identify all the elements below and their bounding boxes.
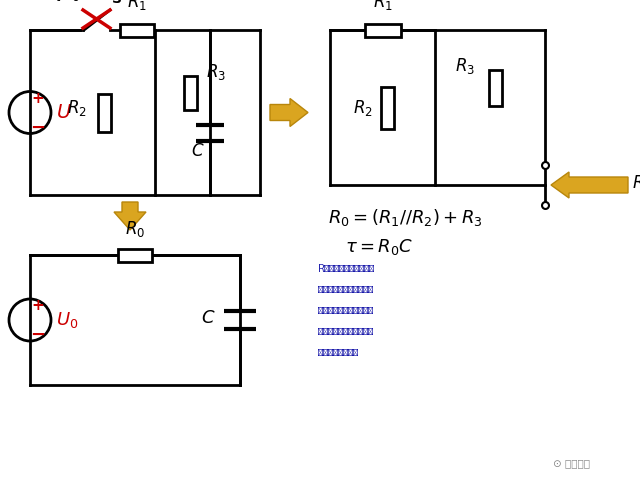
Text: $R_2$: $R_2$ — [353, 97, 372, 118]
Text: $C$: $C$ — [191, 142, 205, 159]
Text: $R_0$: $R_0$ — [632, 173, 640, 193]
Bar — [488, 70, 502, 106]
Text: $U_0$: $U_0$ — [56, 310, 78, 330]
Text: $\tau = R_0 C$: $\tau = R_0 C$ — [345, 237, 413, 257]
Text: $R_1$: $R_1$ — [372, 0, 392, 12]
Text: $C$: $C$ — [202, 309, 216, 327]
Text: S: S — [112, 0, 122, 6]
Text: $R_2$: $R_2$ — [67, 97, 86, 118]
Bar — [98, 94, 111, 132]
Polygon shape — [551, 172, 628, 198]
Text: $R_3$: $R_3$ — [455, 56, 475, 75]
Bar — [365, 24, 401, 36]
Bar — [184, 75, 197, 109]
Bar — [381, 86, 394, 129]
Text: +: + — [31, 299, 44, 313]
Polygon shape — [270, 98, 308, 127]
Text: $U$: $U$ — [56, 103, 72, 122]
Bar — [118, 249, 152, 262]
Text: −: − — [31, 326, 45, 344]
Text: −: − — [31, 119, 45, 136]
Polygon shape — [114, 202, 146, 230]
Text: ⊙ 电工之家: ⊙ 电工之家 — [553, 458, 590, 468]
Bar — [120, 24, 154, 36]
Text: $t\!=\!0$: $t\!=\!0$ — [55, 0, 80, 4]
Text: $R_1$: $R_1$ — [127, 0, 147, 12]
Text: $R_0$: $R_0$ — [125, 219, 145, 239]
Text: $R_0 = (R_1 // R_2) + R_3$: $R_0 = (R_1 // R_2) + R_3$ — [328, 207, 483, 228]
Text: $R_3$: $R_3$ — [207, 62, 227, 83]
Text: +: + — [31, 91, 44, 106]
